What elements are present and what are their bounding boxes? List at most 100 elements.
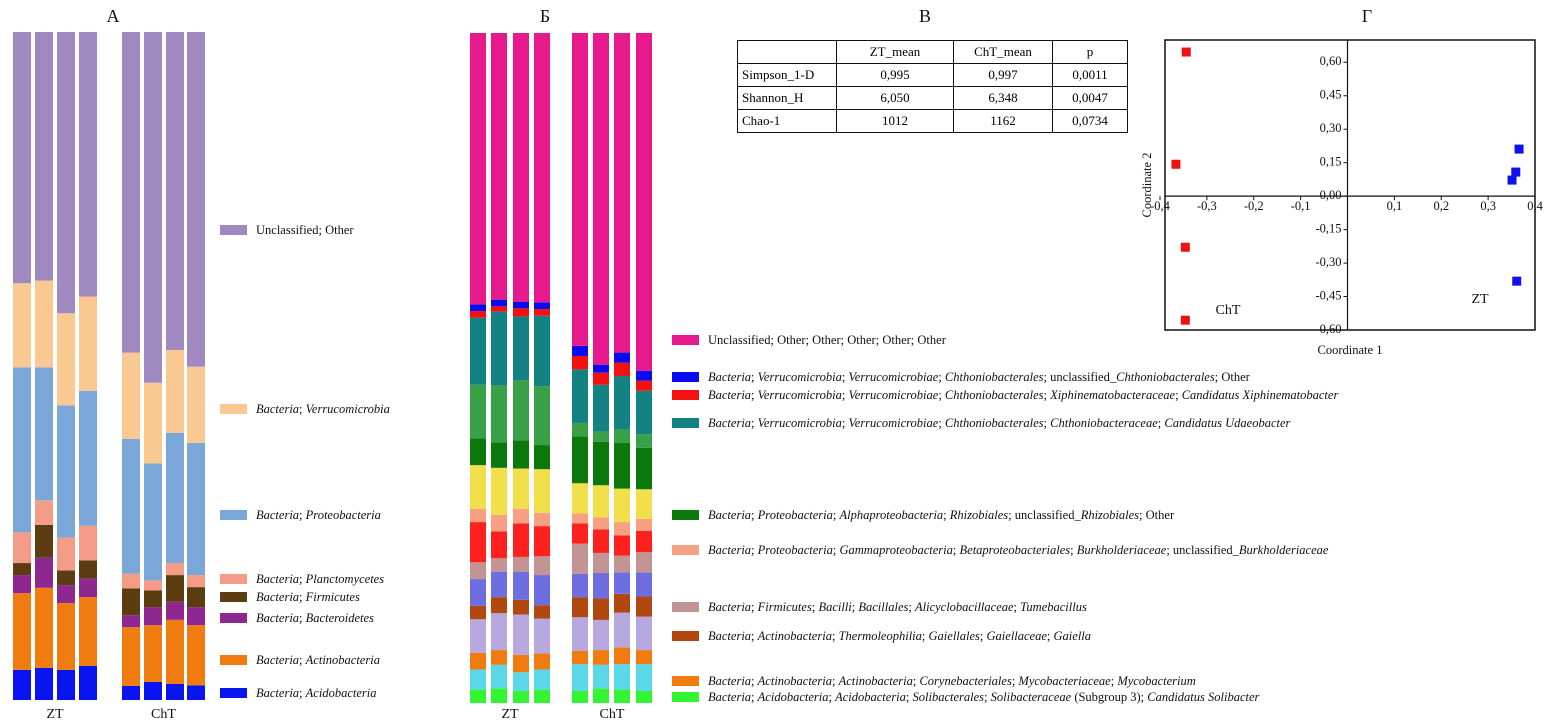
x-tick-label: -0,3: [1197, 199, 1217, 213]
bar-segment: [491, 442, 507, 468]
bar-segment: [470, 605, 486, 620]
column-header: p: [1052, 40, 1128, 64]
group-label: ZT: [1471, 292, 1489, 307]
plot-frame: [1164, 39, 1536, 331]
bar-segment: [513, 614, 529, 655]
bar-segment: [513, 690, 529, 703]
table-cell: 0,0734: [1052, 109, 1128, 133]
bar-segment: [593, 573, 609, 599]
bar-segment: [572, 483, 588, 514]
bar-segment: [636, 390, 652, 435]
point: [1514, 144, 1524, 154]
bar-segment: [491, 33, 507, 300]
table-cell: Chao-1: [737, 109, 837, 133]
bar-segment: [614, 376, 630, 430]
bar-segment: [13, 563, 31, 576]
bar-segment: [614, 647, 630, 665]
bar-segment: [534, 556, 550, 576]
bar-segment: [187, 575, 205, 588]
bar-segment: [572, 690, 588, 703]
bar-segment: [79, 390, 97, 526]
point: [1171, 159, 1181, 169]
table-cell: 0,0011: [1052, 63, 1128, 87]
legend-label: Bacteria; Proteobacteria: [256, 508, 381, 522]
bar-segment: [470, 689, 486, 703]
bar-segment: [513, 33, 529, 302]
x-tick-label: 0,4: [1527, 199, 1543, 213]
bar-segment: [79, 296, 97, 391]
bar-segment: [572, 369, 588, 423]
table-cell: 6,050: [836, 86, 954, 110]
bar-segment: [593, 441, 609, 486]
bar-segment: [166, 619, 184, 684]
bar-segment: [57, 405, 75, 538]
group-label: ZT: [501, 707, 519, 722]
bar-segment: [491, 311, 507, 386]
bar-segment: [513, 508, 529, 524]
bar-segment: [470, 465, 486, 509]
bar-segment: [187, 607, 205, 626]
bar-segment: [636, 370, 652, 381]
x-tick-label: 0,2: [1433, 199, 1449, 213]
bar-segment: [593, 372, 609, 385]
bar-segment: [534, 618, 550, 654]
bar-segment: [470, 317, 486, 385]
bar-segment: [513, 380, 529, 441]
bar-segment: [614, 522, 630, 536]
bar-segment: [636, 380, 652, 391]
bar-segment: [593, 619, 609, 651]
legend-label: Bacteria; Acidobacteria: [256, 686, 376, 700]
column-header: ZT_mean: [836, 40, 954, 64]
bar-segment: [614, 488, 630, 523]
bar-segment: [636, 33, 652, 371]
bar-segment: [636, 530, 652, 553]
legend-swatch: [672, 631, 699, 641]
bar-segment: [614, 593, 630, 613]
bar-segment: [614, 689, 630, 703]
legend-swatch: [220, 592, 247, 602]
legend-label: Bacteria; Proteobacteria; Gammaproteobac…: [708, 543, 1329, 557]
bar-segment: [534, 33, 550, 303]
bar-segment: [534, 309, 550, 316]
legend-swatch: [220, 574, 247, 584]
bar-segment: [57, 537, 75, 571]
bar-segment: [593, 431, 609, 442]
bar-segment: [491, 385, 507, 443]
bar-segment: [13, 367, 31, 533]
bar-segment: [79, 597, 97, 666]
point: [1180, 242, 1190, 252]
bar-segment: [593, 650, 609, 665]
bar-segment: [491, 650, 507, 665]
bar-segment: [534, 315, 550, 387]
bar-segment: [614, 612, 630, 648]
bar-segment: [593, 598, 609, 620]
bar-segment: [57, 669, 75, 700]
y-tick-label: 0,15: [1320, 155, 1342, 169]
bar-segment: [491, 514, 507, 532]
bar-segment: [470, 508, 486, 523]
legend-label: Bacteria; Acidobacteria; Acidobacteria; …: [708, 690, 1260, 704]
legend-swatch: [672, 676, 699, 686]
group-label: ZT: [46, 707, 64, 722]
bar-segment: [79, 560, 97, 579]
bar-segment: [79, 32, 97, 297]
y-axis-title: Coordinate 2: [1140, 153, 1154, 218]
bar-segment: [57, 570, 75, 586]
bar-segment: [572, 345, 588, 356]
bar-segment: [470, 384, 486, 439]
bar-segment: [470, 311, 486, 318]
column-header: ChT_mean: [953, 40, 1053, 64]
bar-segment: [35, 367, 53, 501]
bar-segment: [166, 575, 184, 602]
bar-segment: [593, 33, 609, 365]
legend-swatch: [672, 335, 699, 345]
legend-label: Bacteria; Firmicutes: [256, 590, 360, 604]
bar-segment: [572, 543, 588, 574]
x-tick-label: -0,4: [1150, 199, 1171, 213]
bar-segment: [513, 654, 529, 673]
table-row: Shannon_H 6,050 6,348 0,0047: [737, 86, 1128, 110]
bar-segment: [572, 422, 588, 437]
group-label: ChT: [151, 707, 176, 722]
bar-segment: [470, 669, 486, 690]
bar-segment: [534, 302, 550, 310]
